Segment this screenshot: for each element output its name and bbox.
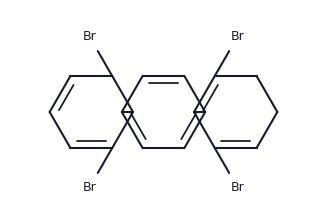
Text: Br: Br [82,30,96,43]
Text: Br: Br [231,181,245,194]
Text: Br: Br [231,30,245,43]
Text: Br: Br [82,181,96,194]
